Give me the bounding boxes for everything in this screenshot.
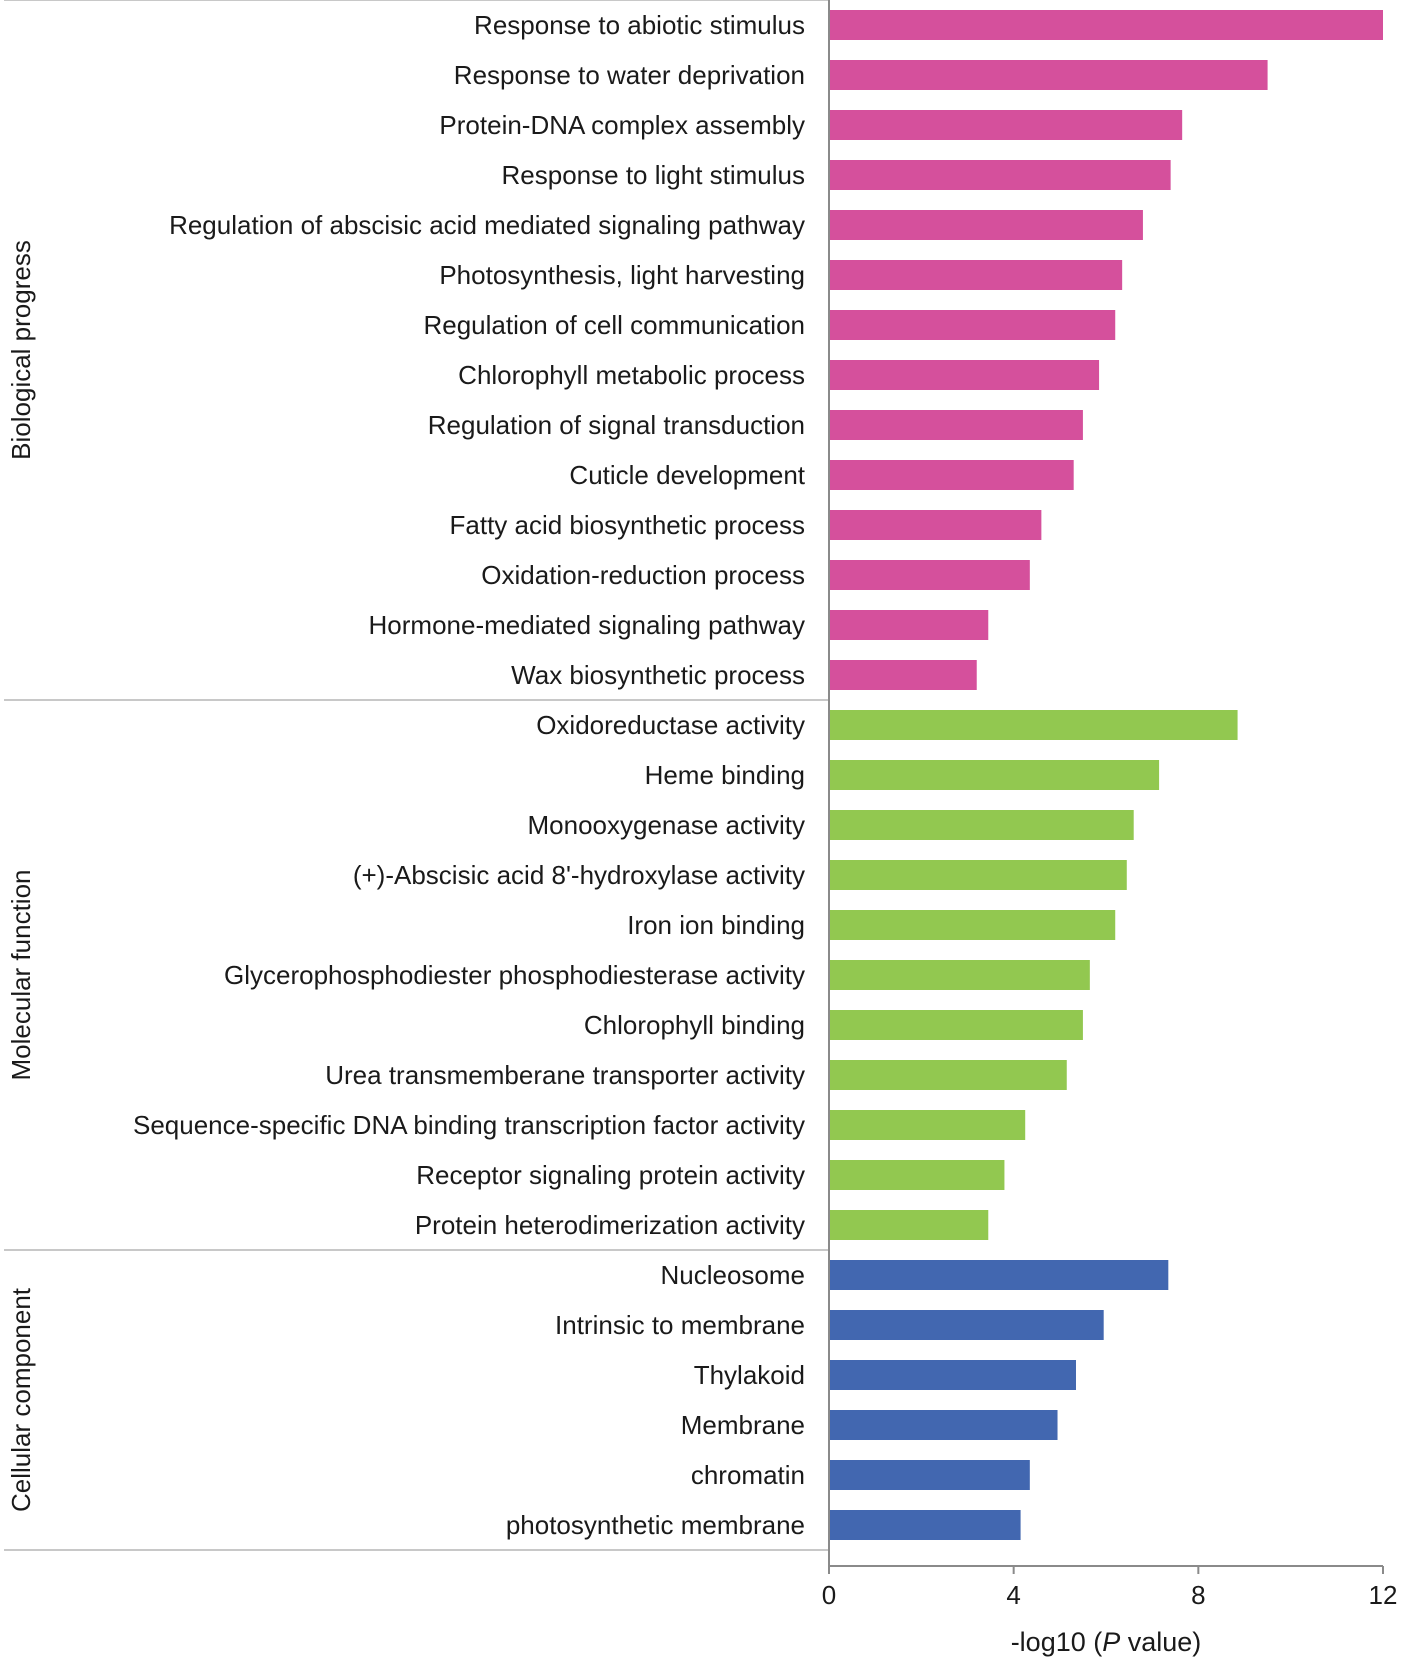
bar-fatty-acid-biosynthetic-process — [829, 510, 1042, 540]
bar-membrane — [829, 1410, 1058, 1440]
group-label-biological-progress: Biological progress — [6, 240, 36, 460]
bar-intrinsic-to-membrane — [829, 1310, 1104, 1340]
category-label: Regulation of signal transduction — [428, 410, 805, 440]
category-label: Iron ion binding — [627, 910, 805, 940]
bar-oxidation-reduction-process — [829, 560, 1030, 590]
category-label: Fatty acid biosynthetic process — [450, 510, 806, 540]
category-label: Response to water deprivation — [454, 60, 805, 90]
category-label: Oxidoreductase activity — [536, 710, 805, 740]
category-label: Regulation of abscisic acid mediated sig… — [169, 210, 805, 240]
category-label: Protein heterodimerization activity — [415, 1210, 805, 1240]
x-tick-label: 4 — [1006, 1580, 1020, 1610]
bar-cuticle-development — [829, 460, 1074, 490]
x-tick-label: 12 — [1369, 1580, 1398, 1610]
category-labels: Response to abiotic stimulus Response to … — [133, 10, 806, 1540]
category-label: (+)-Abscisic acid 8'-hydroxylase activit… — [353, 860, 805, 890]
category-label: Response to light stimulus — [502, 160, 805, 190]
bar-receptor-signaling-protein-activity — [829, 1160, 1005, 1190]
category-label: Monooxygenase activity — [528, 810, 805, 840]
x-axis — [828, 0, 1383, 1567]
category-label: Protein-DNA complex assembly — [439, 110, 805, 140]
group-separators — [4, 0, 829, 1551]
bar-regulation-of-signal-transduction — [829, 410, 1083, 440]
category-label: Receptor signaling protein activity — [416, 1160, 805, 1190]
bar-hormone-mediated-signaling-pathway — [829, 610, 989, 640]
category-label: Intrinsic to membrane — [555, 1310, 805, 1340]
category-label: Heme binding — [645, 760, 805, 790]
group-label-cellular-component: Cellular component — [6, 1287, 36, 1512]
bar-chlorophyll-binding — [829, 1010, 1083, 1040]
bar-response-to-light-stimulus — [829, 160, 1171, 190]
category-label: Nucleosome — [660, 1260, 805, 1290]
bar-response-to-abiotic-stimulus — [829, 10, 1383, 40]
category-label: Regulation of cell communication — [423, 310, 805, 340]
bar-sequence-specific-dna-binding-transcription-factor-activity — [829, 1110, 1026, 1140]
group-label-molecular-function: Molecular function — [6, 870, 36, 1081]
category-label: Chlorophyll metabolic process — [458, 360, 805, 390]
bar-nucleosome — [829, 1260, 1169, 1290]
category-label: Sequence-specific DNA binding transcript… — [133, 1110, 805, 1140]
category-label: chromatin — [691, 1460, 805, 1490]
category-label: Chlorophyll binding — [584, 1010, 805, 1040]
x-axis-title: -log10 (P value) — [1011, 1627, 1202, 1657]
bar-urea-transmemberane-transporter-activity — [829, 1060, 1067, 1090]
bar-abscisic-acid-8-hydroxylase-activity — [829, 860, 1127, 890]
bar-response-to-water-deprivation — [829, 60, 1268, 90]
bars — [829, 10, 1383, 1540]
category-label: Photosynthesis, light harvesting — [439, 260, 805, 290]
category-label: Urea transmemberane transporter activity — [325, 1060, 805, 1090]
bar-regulation-of-cell-communication — [829, 310, 1116, 340]
x-ticks: 0 4 8 12 — [822, 1566, 1398, 1610]
bar-chlorophyll-metabolic-process — [829, 360, 1100, 390]
category-label: Membrane — [681, 1410, 805, 1440]
bar-monooxygenase-activity — [829, 810, 1134, 840]
bar-photosynthetic-membrane — [829, 1510, 1021, 1540]
bar-chromatin — [829, 1460, 1030, 1490]
bar-thylakoid — [829, 1360, 1076, 1390]
bar-wax-biosynthetic-process — [829, 660, 977, 690]
category-label: Wax biosynthetic process — [511, 660, 805, 690]
bar-oxidoreductase-activity — [829, 710, 1238, 740]
category-label: Response to abiotic stimulus — [474, 10, 805, 40]
bar-photosynthesis-light-harvesting — [829, 260, 1123, 290]
category-label: Thylakoid — [694, 1360, 805, 1390]
bar-protein-dna-complex-assembly — [829, 110, 1183, 140]
group-labels: Biological progress Molecular function Cel… — [6, 240, 36, 1512]
category-label: Cuticle development — [569, 460, 805, 490]
category-label: photosynthetic membrane — [506, 1510, 805, 1540]
x-tick-label: 8 — [1191, 1580, 1205, 1610]
category-label: Glycerophosphodiester phosphodiesterase … — [224, 960, 805, 990]
bar-iron-ion-binding — [829, 910, 1116, 940]
bar-glycerophosphodiester-phosphodiesterase-activity — [829, 960, 1090, 990]
bar-regulation-of-abscisic-acid-mediated-signaling-pathway — [829, 210, 1143, 240]
bar-heme-binding — [829, 760, 1160, 790]
category-label: Oxidation-reduction process — [481, 560, 805, 590]
category-label: Hormone-mediated signaling pathway — [369, 610, 805, 640]
x-tick-label: 0 — [822, 1580, 836, 1610]
bar-protein-heterodimerization-activity — [829, 1210, 989, 1240]
